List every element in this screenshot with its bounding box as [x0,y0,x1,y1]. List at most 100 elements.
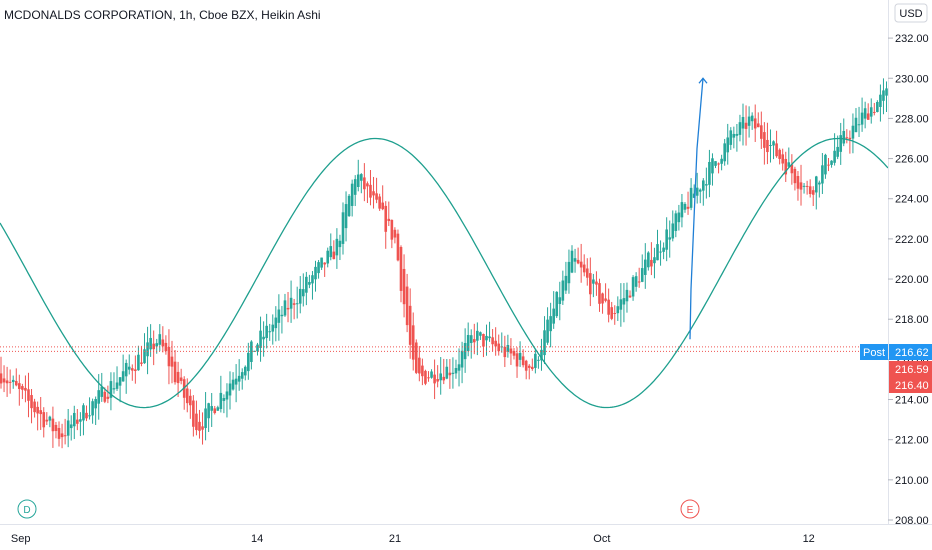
candle [234,364,238,403]
candle [564,261,568,294]
candle-body [705,184,708,186]
candle-body [109,381,113,398]
candle [121,354,125,382]
candle [643,243,647,289]
candle [747,106,751,138]
candle [140,345,143,367]
candle [418,345,421,382]
candle [375,177,378,204]
candle-body [628,295,632,298]
price-tag-label: Post [863,347,885,359]
candle [112,372,116,394]
candle [63,418,67,445]
candle [689,178,693,211]
candle-body [790,164,794,174]
candle [805,180,809,195]
candle [869,98,873,124]
candle [830,160,833,168]
candle-body [576,259,580,264]
candle [808,179,812,198]
time-axis[interactable]: Sep1421Oct121926Nov91623 [0,524,932,546]
candle [27,372,30,418]
candle [118,377,122,403]
candle [0,356,3,389]
candle [518,341,522,367]
candle [14,368,18,387]
candle-body [76,419,79,424]
candle-body [561,280,565,301]
price-axis[interactable]: 208.00210.00212.00214.00216.00218.00220.… [888,0,929,527]
candle-body [711,158,714,174]
candle-body [659,251,662,253]
candle-body [57,427,61,439]
candle-body [347,195,351,217]
candle-body [552,308,555,324]
candle [873,102,876,116]
currency-label: USD [899,8,922,20]
candle-body [79,419,82,422]
candle-body [378,196,381,209]
candle-body [729,130,733,145]
candle-body [540,349,543,361]
candle [891,92,894,98]
candle-body [36,406,39,414]
candle-body [756,123,760,128]
candle [469,329,473,359]
candle [170,340,174,384]
candle [5,366,9,397]
candle-body [845,137,849,139]
candle-body [54,424,58,432]
candle [283,293,287,317]
y-tick-label: 222.00 [895,234,929,246]
y-tick-label: 208.00 [895,515,929,527]
candle [665,217,668,262]
candle-body [769,145,772,147]
candle-body [732,133,736,138]
candle [634,272,638,292]
y-tick-label: 228.00 [895,113,929,125]
candle [763,122,766,165]
candle-body [445,366,449,379]
candle [292,298,296,320]
currency-button[interactable]: USD [894,3,928,23]
candle-body [207,403,210,419]
candle [885,81,888,113]
candle [268,323,272,341]
candle [39,396,42,430]
candle-body [585,268,589,278]
candle [732,126,736,149]
candle [42,407,46,438]
projection-line [689,78,704,340]
candle-body [21,386,24,390]
candle-body [399,247,403,291]
candle [387,201,391,227]
candle [11,375,15,389]
candle [335,228,339,269]
candle-body [735,133,739,136]
candle [210,392,213,427]
candle-body [793,168,797,184]
candle-body [262,336,265,340]
candle-body [805,185,809,187]
candle-body [231,379,235,390]
candle [711,153,714,186]
candle [72,405,76,440]
event-marker-e[interactable]: E [680,499,700,519]
candle [100,372,104,402]
event-marker-d[interactable]: D [17,499,37,519]
candle-body [683,203,687,210]
candle-body [744,122,748,129]
candle-body [247,352,250,372]
candle [143,333,146,364]
candle [134,355,137,384]
candle-body [167,347,171,367]
candle [124,359,128,394]
candle [500,332,504,353]
candle-body [375,193,378,200]
candle [692,184,696,199]
candle-body [518,352,522,360]
candle-body [311,275,314,284]
candle-body [115,382,119,389]
candle-body [350,183,354,206]
candle [659,240,662,266]
